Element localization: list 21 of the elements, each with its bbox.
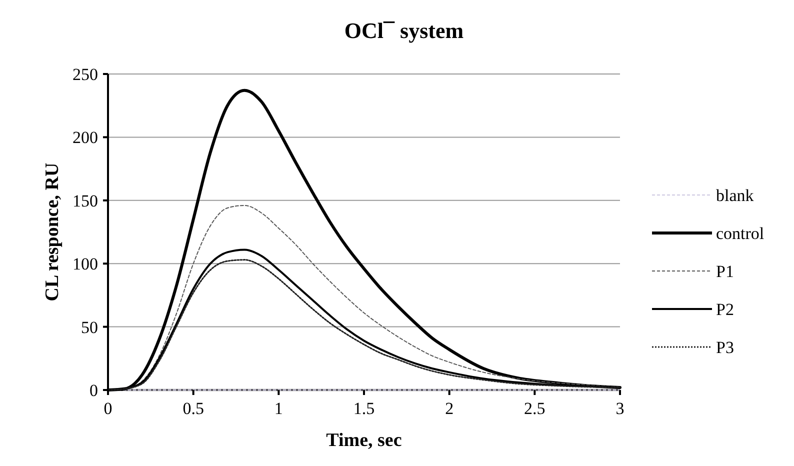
x-tick-label: 3 (616, 399, 624, 418)
x-tick-label: 0 (104, 399, 112, 418)
y-tick-label: 100 (72, 254, 98, 274)
legend-label: P3 (716, 338, 734, 357)
y-tick-label: 50 (81, 318, 98, 337)
x-axis-title: Time, sec (326, 430, 402, 451)
legend-label: blank (716, 186, 754, 205)
x-tick-label: 0.5 (182, 399, 204, 418)
legend-label: control (716, 224, 764, 243)
y-tick-label: 0 (90, 380, 98, 400)
legend-label: P2 (716, 300, 734, 319)
chart-title: OCl¯ system (344, 18, 464, 43)
y-tick-label: 250 (72, 64, 98, 84)
x-tick-label: 2 (445, 399, 454, 418)
legend-label: P1 (716, 262, 734, 281)
x-tick-label: 1.5 (353, 399, 375, 418)
x-tick-label: 2.5 (524, 399, 546, 418)
x-tick-label: 1 (274, 399, 283, 418)
y-tick-label: 150 (72, 191, 98, 210)
y-axis-title: CL responce, RU (42, 162, 63, 302)
y-tick-label: 200 (72, 128, 98, 148)
